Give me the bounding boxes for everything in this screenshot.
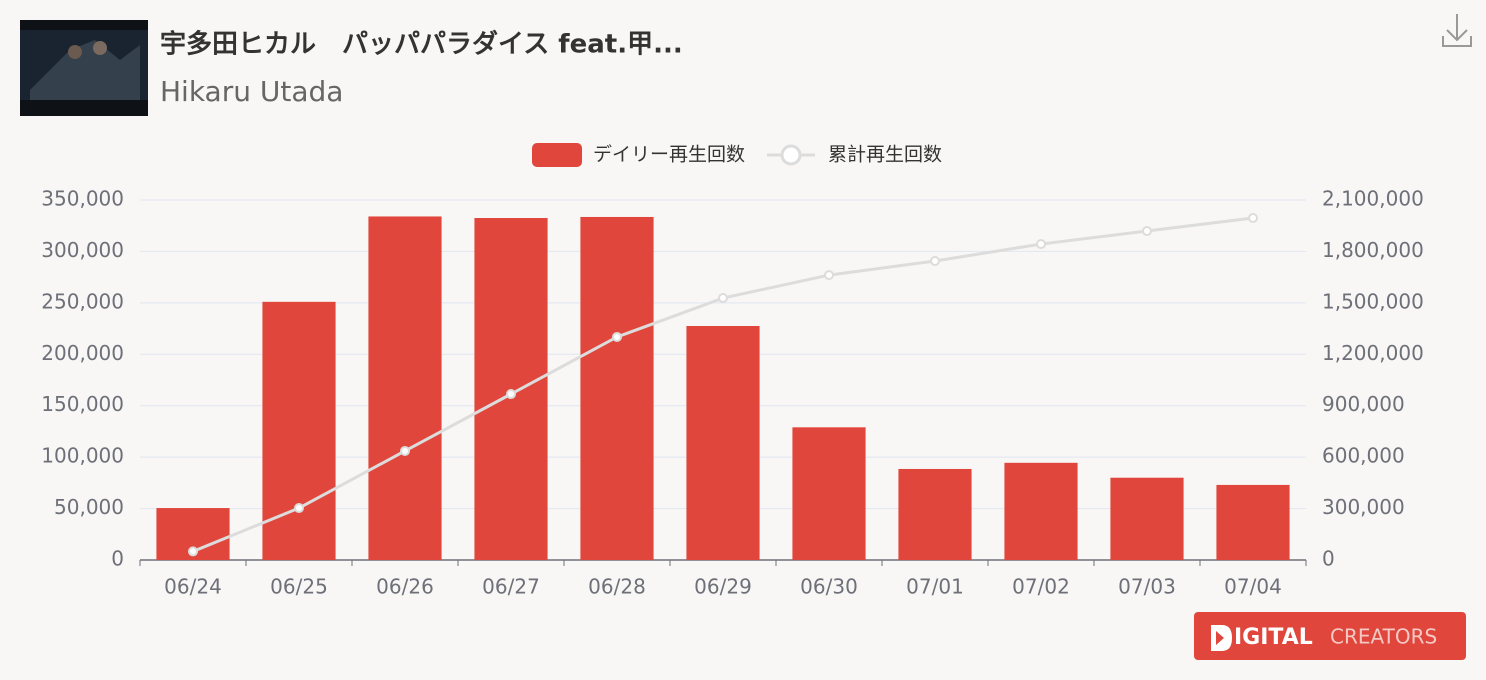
legend-label: デイリー再生回数 — [593, 144, 745, 166]
x-tick-label: 06/26 — [376, 575, 434, 599]
bar — [898, 468, 972, 560]
logo: IGITAL CREATORS — [1194, 612, 1466, 660]
bar — [686, 326, 760, 560]
line-point — [188, 546, 198, 557]
y-tick-label: 2,100,000 — [1322, 187, 1424, 211]
y-tick-label: 200,000 — [41, 341, 124, 365]
bar — [474, 218, 548, 560]
line-point — [1036, 239, 1046, 250]
artist-name: Hikaru Utada — [160, 75, 343, 108]
y-tick-label: 900,000 — [1322, 392, 1405, 416]
chart: 0 50,000 100,000 150,000 200,000 250,000 300,0… — [41, 143, 1424, 599]
x-tick-label: 06/27 — [482, 575, 540, 599]
bar — [1216, 484, 1290, 560]
x-tick-label: 07/04 — [1224, 575, 1282, 599]
line-point — [1142, 226, 1152, 237]
thumbnail — [20, 20, 148, 116]
x-tick-label: 07/02 — [1012, 575, 1070, 599]
y-tick-label: 300,000 — [1322, 495, 1405, 519]
y-tick-label: 350,000 — [41, 187, 124, 211]
x-tick-label: 06/28 — [588, 575, 646, 599]
y-tick-label: 1,800,000 — [1322, 238, 1424, 262]
x-tick-label: 06/30 — [800, 575, 858, 599]
logo-brand: IGITAL — [1234, 625, 1313, 650]
bar — [1004, 462, 1078, 560]
song-title: 宇多田ヒカル パッパパラダイス feat.甲... — [160, 29, 683, 60]
x-tick-label: 07/01 — [906, 575, 964, 599]
legend-label: 累計再生回数 — [828, 144, 942, 166]
line-point — [294, 503, 304, 514]
line-point — [824, 270, 834, 281]
line-point — [400, 445, 410, 456]
y-tick-label: 150,000 — [41, 392, 124, 416]
y-tick-label: 50,000 — [54, 495, 124, 519]
x-tick-label: 06/25 — [270, 575, 328, 599]
x-tick-label: 06/29 — [694, 575, 752, 599]
bar — [580, 216, 654, 560]
legend-swatch — [532, 143, 582, 167]
line-point — [506, 389, 516, 400]
y-tick-label: 0 — [111, 547, 124, 571]
y-tick-label: 300,000 — [41, 238, 124, 262]
logo-sub: CREATORS — [1330, 625, 1437, 649]
y-tick-label: 1,200,000 — [1322, 341, 1424, 365]
bar — [262, 301, 336, 560]
bar — [368, 216, 442, 560]
y-tick-label: 100,000 — [41, 444, 124, 468]
y-tick-label: 600,000 — [1322, 444, 1405, 468]
y-tick-label: 250,000 — [41, 289, 124, 313]
line-point — [718, 293, 728, 304]
line-point — [612, 331, 622, 342]
download-button[interactable] — [1442, 14, 1472, 47]
bar — [792, 427, 866, 560]
bar — [1110, 477, 1184, 560]
line-point — [1248, 213, 1258, 223]
line-point — [930, 256, 940, 267]
x-tick-label: 07/03 — [1118, 575, 1176, 599]
y-tick-label: 1,500,000 — [1322, 289, 1424, 313]
legend-swatch — [780, 144, 802, 166]
y-tick-label: 0 — [1322, 547, 1335, 571]
x-tick-label: 06/24 — [164, 575, 222, 599]
